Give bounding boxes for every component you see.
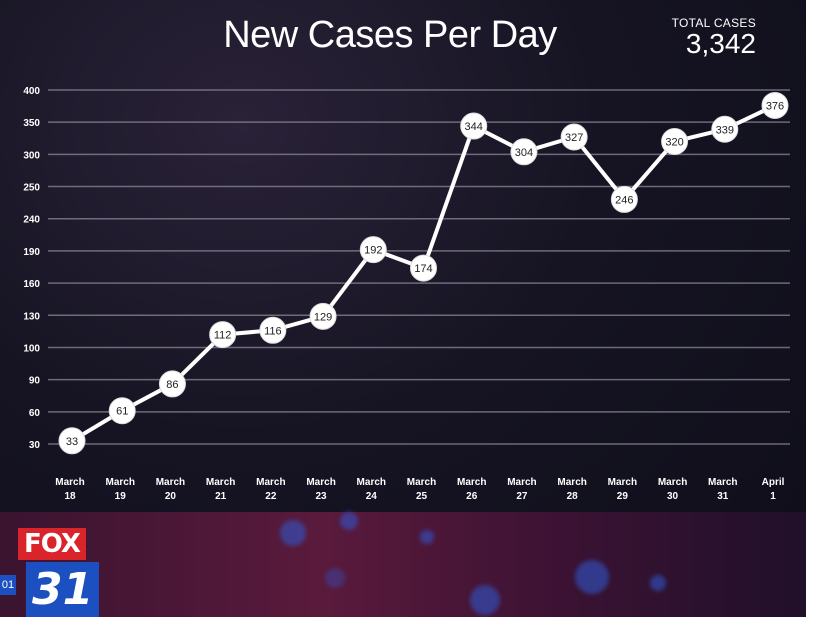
x-tick-label: March <box>457 477 486 488</box>
x-tick-label: March <box>256 477 285 488</box>
logo-side-text: 01 <box>0 575 16 595</box>
data-label: 376 <box>766 100 784 112</box>
y-tick-label: 300 <box>23 150 40 161</box>
x-tick-label: 23 <box>316 491 328 502</box>
data-label: 116 <box>264 325 282 337</box>
y-tick-label: 60 <box>29 408 41 419</box>
bokeh-light <box>575 560 609 594</box>
bokeh-light <box>325 568 345 588</box>
bokeh-light <box>470 585 500 615</box>
x-tick-label: 21 <box>215 491 227 502</box>
bokeh-light <box>420 530 434 544</box>
y-tick-label: 130 <box>23 311 40 322</box>
data-point <box>259 316 287 344</box>
data-point <box>610 185 638 213</box>
y-tick-label: 190 <box>23 247 40 258</box>
data-label: 344 <box>465 121 483 133</box>
x-tick-label: March <box>105 477 134 488</box>
x-tick-label: 28 <box>567 491 579 502</box>
x-tick-label: March <box>608 477 637 488</box>
data-label: 192 <box>364 245 382 257</box>
x-tick-label: March <box>357 477 386 488</box>
data-label: 86 <box>166 379 178 391</box>
x-tick-label: 29 <box>617 491 629 502</box>
data-point <box>309 302 337 330</box>
x-tick-label: March <box>658 477 687 488</box>
total-cases-label: TOTAL CASES <box>671 16 756 30</box>
x-tick-label: 26 <box>466 491 478 502</box>
x-tick-label: 22 <box>265 491 277 502</box>
data-label: 174 <box>414 263 432 275</box>
data-label: 304 <box>515 147 533 159</box>
x-tick-label: March <box>156 477 185 488</box>
x-tick-label: 27 <box>516 491 528 502</box>
data-label: 112 <box>214 330 232 342</box>
y-tick-label: 90 <box>29 376 41 387</box>
logo-channel: 31 <box>26 562 100 617</box>
data-label: 129 <box>314 311 332 323</box>
x-tick-label: March <box>507 477 536 488</box>
data-point <box>359 236 387 264</box>
x-tick-label: March <box>306 477 335 488</box>
y-tick-label: 100 <box>23 343 40 354</box>
data-point <box>460 112 488 140</box>
x-tick-label: March <box>708 477 737 488</box>
data-point <box>560 123 588 151</box>
y-tick-label: 160 <box>23 279 40 290</box>
x-tick-label: April <box>762 477 785 488</box>
data-point <box>58 427 86 455</box>
x-tick-label: 18 <box>64 491 76 502</box>
y-tick-label: 30 <box>29 440 41 451</box>
bokeh-light <box>340 512 358 530</box>
chart-title: New Cases Per Day <box>223 14 557 56</box>
station-logo: FOX 31 <box>18 528 100 617</box>
y-tick-label: 350 <box>23 118 40 129</box>
bokeh-light <box>280 520 306 546</box>
x-tick-label: March <box>55 477 84 488</box>
data-point <box>158 370 186 398</box>
x-tick-label: March <box>407 477 436 488</box>
data-point <box>711 115 739 143</box>
tv-screen <box>0 0 806 617</box>
bokeh-light <box>650 575 666 591</box>
x-tick-label: March <box>206 477 235 488</box>
data-point <box>661 127 689 155</box>
data-point <box>761 91 789 119</box>
x-tick-label: 30 <box>667 491 679 502</box>
data-point <box>510 138 538 166</box>
x-tick-label: 20 <box>165 491 177 502</box>
logo-brand: FOX <box>18 528 86 560</box>
x-tick-label: 19 <box>115 491 127 502</box>
data-label: 320 <box>665 136 683 148</box>
data-point <box>410 254 437 282</box>
x-tick-label: 31 <box>717 491 729 502</box>
y-tick-label: 240 <box>23 215 40 226</box>
background-band <box>0 512 806 617</box>
x-tick-label: 1 <box>770 491 776 502</box>
data-label: 33 <box>66 436 78 448</box>
data-label: 339 <box>716 124 734 136</box>
x-tick-label: March <box>557 477 586 488</box>
line-chart: 400350300250240190160130100906030March18… <box>23 86 790 502</box>
total-cases-value: 3,342 <box>685 28 756 59</box>
data-label: 61 <box>116 406 128 418</box>
y-tick-label: 400 <box>23 86 40 97</box>
data-label: 246 <box>615 194 633 206</box>
data-label: 327 <box>565 132 583 144</box>
total-cases: TOTAL CASES 3,342 <box>672 16 756 60</box>
x-tick-label: 24 <box>366 491 378 502</box>
x-tick-label: 25 <box>416 491 428 502</box>
data-point <box>209 321 237 349</box>
data-point <box>108 397 136 425</box>
y-tick-label: 250 <box>23 183 40 194</box>
